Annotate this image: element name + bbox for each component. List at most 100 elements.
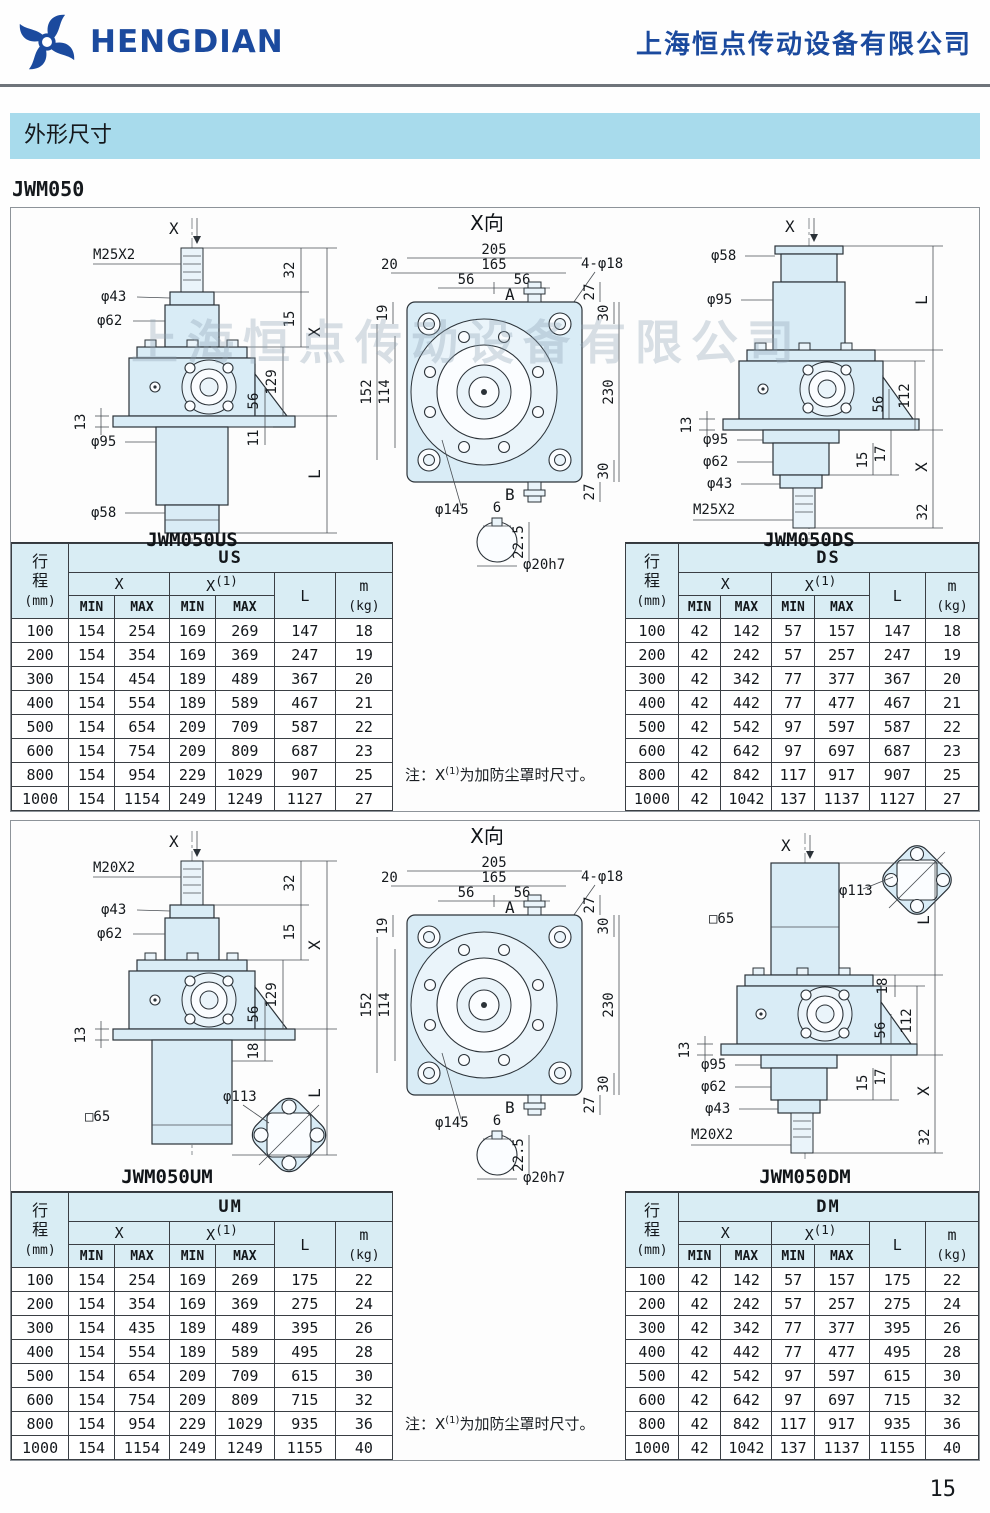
svg-text:129: 129 (264, 369, 280, 394)
svg-text:13: 13 (677, 1042, 693, 1059)
svg-text:30: 30 (596, 305, 612, 322)
table-cell: 30 (334, 1363, 394, 1388)
svg-text:6: 6 (493, 500, 501, 516)
table-cell: 809 (214, 1387, 275, 1412)
panel-top: X M25X2 φ43 φ62 (10, 207, 980, 812)
svg-text:19: 19 (375, 918, 391, 935)
svg-text:φ113: φ113 (223, 1089, 257, 1105)
col-header-stroke: 行程 (mm) (625, 1192, 679, 1268)
table-cell: 229 (169, 1411, 216, 1436)
table-cell: 200 (10, 642, 70, 667)
table-cell: 600 (10, 738, 70, 763)
table-cell: 154 (68, 762, 115, 787)
table-cell: 587 (868, 714, 927, 739)
table-row: 600 154 754 209 809 687 23 (10, 738, 394, 763)
table-row: 400 154 554 189 589 467 21 (10, 690, 394, 715)
svg-text:φ20h7: φ20h7 (523, 1170, 565, 1186)
svg-text:230: 230 (601, 992, 617, 1017)
table-cell: 907 (273, 762, 336, 787)
table-row: 300 42 342 77 377 367 20 (625, 666, 979, 691)
table-cell: 687 (868, 738, 927, 763)
svg-text:230: 230 (601, 379, 617, 404)
table-cell: 42 (677, 1267, 722, 1292)
table-cell: 28 (925, 1339, 979, 1364)
svg-text:JWM050DM: JWM050DM (759, 1166, 851, 1188)
table-cell: 21 (334, 690, 394, 715)
drawings-top: X M25X2 φ43 φ62 (11, 208, 979, 573)
table-cell: 395 (273, 1315, 336, 1340)
table-row: 200 154 354 169 369 247 19 (10, 642, 394, 667)
table-cell: 189 (169, 666, 216, 691)
svg-text:□65: □65 (709, 911, 734, 927)
table-cell: 842 (720, 1411, 773, 1436)
table-cell: 842 (720, 762, 773, 787)
table-row: 400 154 554 189 589 495 28 (10, 1339, 394, 1364)
table-cell: 154 (68, 1291, 115, 1316)
table-cell: 697 (813, 1387, 870, 1412)
svg-text:152: 152 (359, 992, 375, 1017)
table-cell: 1127 (273, 786, 336, 811)
table-cell: 709 (214, 714, 275, 739)
tables-bottom: 行程 (mm) UM X X(1) L m (kg) MIN (10, 1191, 980, 1460)
table-cell: 21 (925, 690, 979, 715)
table-cell: 300 (10, 1315, 70, 1340)
drawing-jwm050ds: X φ58 φ95 13 (679, 217, 943, 551)
table-cell: 154 (68, 714, 115, 739)
svg-text:φ145: φ145 (435, 502, 469, 518)
table-row: 800 42 842 117 917 935 36 (625, 1411, 979, 1436)
svg-text:30: 30 (596, 918, 612, 935)
table-cell: 97 (771, 1387, 815, 1412)
table-cell: 32 (334, 1387, 394, 1412)
drawing-jwm050us: X M25X2 φ43 φ62 (73, 218, 337, 551)
svg-text:B: B (505, 1098, 515, 1117)
table-cell: 20 (925, 666, 979, 691)
table-cell: 249 (169, 1435, 216, 1460)
table-cell: 1154 (113, 1435, 171, 1460)
table-title: UM (68, 1192, 393, 1222)
panel-bottom: X M20X2 φ43 φ62 (10, 820, 980, 1461)
table-cell: 754 (113, 1387, 171, 1412)
table-cell: 654 (113, 714, 171, 739)
note-top: 注：X(1)为加防尘罩时尺寸。 (405, 766, 595, 784)
table-cell: 209 (169, 1387, 216, 1412)
svg-text:20: 20 (381, 870, 398, 886)
table-cell: 809 (214, 738, 275, 763)
table-row: 1000 154 1154 249 1249 1127 27 (10, 786, 394, 811)
table-row: 200 154 354 169 369 275 24 (10, 1291, 394, 1316)
svg-text:205: 205 (481, 855, 506, 871)
svg-text:11: 11 (246, 430, 262, 447)
table-cell: 1000 (625, 1435, 679, 1460)
svg-text:27: 27 (582, 284, 598, 301)
svg-text:30: 30 (596, 1076, 612, 1093)
table-cell: 917 (813, 762, 870, 787)
section-banner: 外形尺寸 (10, 113, 980, 159)
model-label: JWM050 (12, 177, 85, 201)
table-cell: 169 (169, 1267, 216, 1292)
table-cell: 40 (925, 1435, 979, 1460)
svg-text:15: 15 (855, 452, 871, 469)
table-cell: 154 (68, 1363, 115, 1388)
table-cell: 19 (925, 642, 979, 667)
table-cell: 142 (720, 618, 773, 643)
drawing-jwm050dm: φ113 X □65 13 (677, 833, 952, 1188)
table-cell: 169 (169, 642, 216, 667)
table-row: 200 42 242 57 257 247 19 (625, 642, 979, 667)
table-cell: 500 (625, 1363, 679, 1388)
svg-text:18: 18 (246, 1043, 262, 1060)
table-cell: 1000 (10, 1435, 70, 1460)
table-cell: 24 (925, 1291, 979, 1316)
svg-text:X向: X向 (470, 824, 504, 848)
table-cell: 587 (273, 714, 336, 739)
table-cell: 1249 (214, 786, 275, 811)
table-cell: 400 (625, 690, 679, 715)
svg-text:M20X2: M20X2 (93, 860, 135, 876)
table-cell: 495 (868, 1339, 927, 1364)
table-cell: 77 (771, 1339, 815, 1364)
table-cell: 100 (10, 618, 70, 643)
table-cell: 22 (334, 1267, 394, 1292)
table-cell: 154 (68, 1339, 115, 1364)
table-cell: 57 (771, 1267, 815, 1292)
table-cell: 23 (925, 738, 979, 763)
svg-text:φ58: φ58 (91, 505, 116, 521)
table-cell: 42 (677, 666, 722, 691)
